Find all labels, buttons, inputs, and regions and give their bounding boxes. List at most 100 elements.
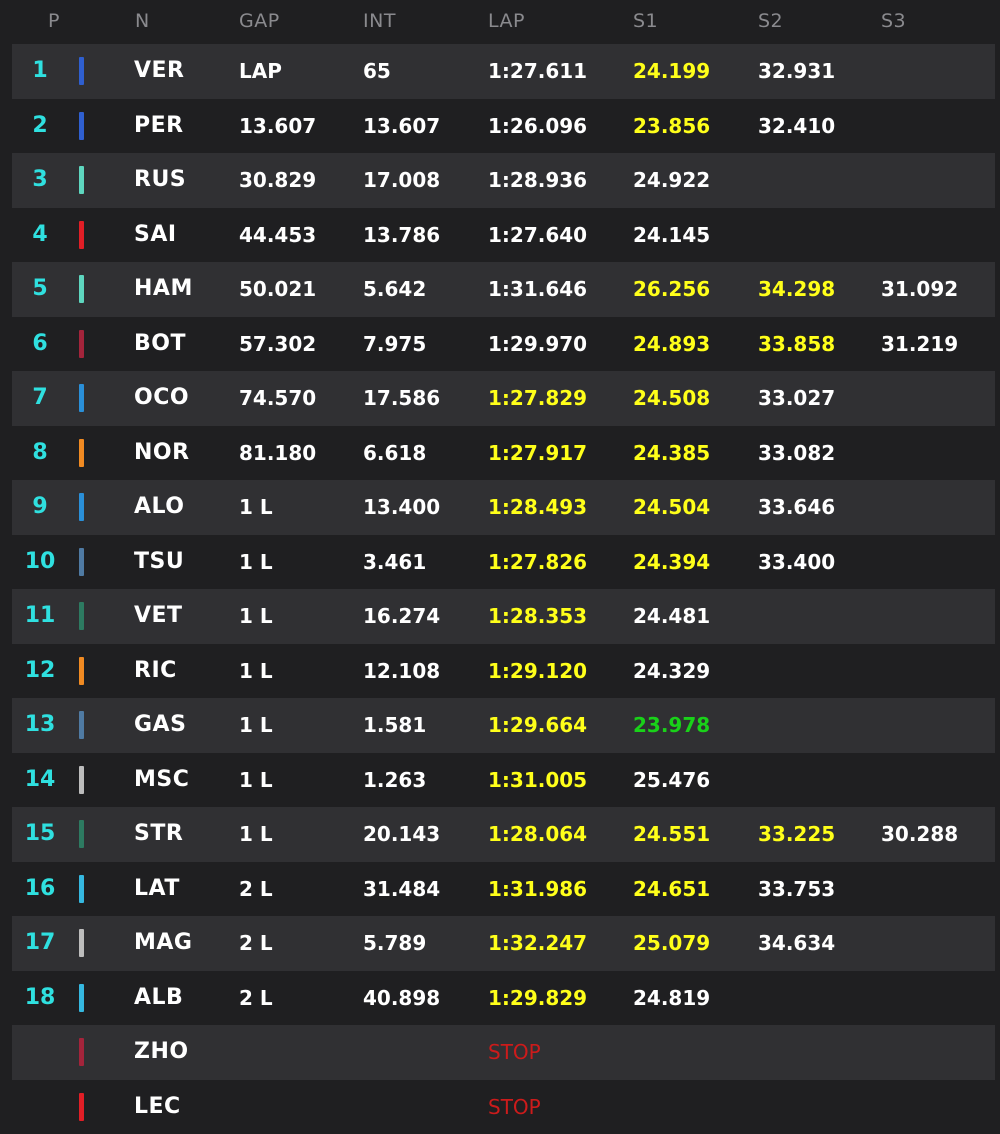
header-lap: LAP [488,10,525,32]
driver-code: PER [134,99,184,154]
position-number: 1 [12,44,68,99]
driver-code: MAG [134,916,192,971]
sector1-time: 24.651 [633,862,710,917]
driver-code: ZHO [134,1025,189,1080]
interval-value: 17.586 [363,371,440,426]
team-color-bar [79,275,84,303]
sector1-time: 23.856 [633,99,710,154]
sector1-time: 24.145 [633,208,710,263]
team-color-bar [79,330,84,358]
lap-time: 1:26.096 [488,99,587,154]
lap-time: 1:32.247 [488,916,587,971]
sector1-time: 23.978 [633,698,710,753]
gap-value: 2 L [239,916,273,971]
sector1-time: 24.551 [633,807,710,862]
interval-value: 20.143 [363,807,440,862]
sector1-time: 24.819 [633,971,710,1026]
gap-value: 50.021 [239,262,316,317]
position-number: 12 [12,644,68,699]
gap-value: 1 L [239,589,273,644]
position-number: 3 [12,153,68,208]
position-number: 17 [12,916,68,971]
lap-time: 1:27.829 [488,371,587,426]
driver-code: HAM [134,262,193,317]
interval-value: 65 [363,44,391,99]
team-color-bar [79,1093,84,1121]
interval-value: 12.108 [363,644,440,699]
sector1-time: 24.922 [633,153,710,208]
driver-code: MSC [134,753,189,808]
sector2-time: 33.082 [758,426,835,481]
sector2-time: 33.027 [758,371,835,426]
sector3-time: 30.288 [881,807,958,862]
position-number: 4 [12,208,68,263]
gap-value: 1 L [239,535,273,590]
sector1-time: 24.504 [633,480,710,535]
gap-value: 2 L [239,862,273,917]
sector2-time: 34.298 [758,262,835,317]
interval-value: 7.975 [363,317,426,372]
sector1-time: 24.394 [633,535,710,590]
position-number: 11 [12,589,68,644]
lap-time: 1:31.646 [488,262,587,317]
lap-time: 1:28.936 [488,153,587,208]
gap-value: 1 L [239,753,273,808]
team-color-bar [79,384,84,412]
position-number: 9 [12,480,68,535]
position-number: 6 [12,317,68,372]
interval-value: 5.789 [363,916,426,971]
team-color-bar [79,766,84,794]
position-number [12,1080,68,1134]
interval-value: 1.263 [363,753,426,808]
interval-value: 3.461 [363,535,426,590]
position-number: 18 [12,971,68,1026]
interval-value: 16.274 [363,589,440,644]
gap-value: 74.570 [239,371,316,426]
driver-code: GAS [134,698,186,753]
team-color-bar [79,221,84,249]
lap-time: 1:27.611 [488,44,587,99]
header-sector2: S2 [758,10,783,32]
interval-value: 13.786 [363,208,440,263]
sector1-time: 24.481 [633,589,710,644]
sector2-time: 32.931 [758,44,835,99]
gap-value: LAP [239,44,282,99]
driver-code: OCO [134,371,189,426]
interval-value: 31.484 [363,862,440,917]
sector3-time: 31.219 [881,317,958,372]
team-color-bar [79,548,84,576]
driver-code: LAT [134,862,180,917]
gap-value: 1 L [239,807,273,862]
header-gap: GAP [239,10,280,32]
gap-value: 2 L [239,971,273,1026]
team-color-bar [79,166,84,194]
header-interval: INT [363,10,396,32]
position-number [12,1025,68,1080]
sector1-time: 24.199 [633,44,710,99]
lap-time: 1:31.005 [488,753,587,808]
interval-value: 17.008 [363,153,440,208]
interval-value: 13.400 [363,480,440,535]
gap-value: 1 L [239,644,273,699]
